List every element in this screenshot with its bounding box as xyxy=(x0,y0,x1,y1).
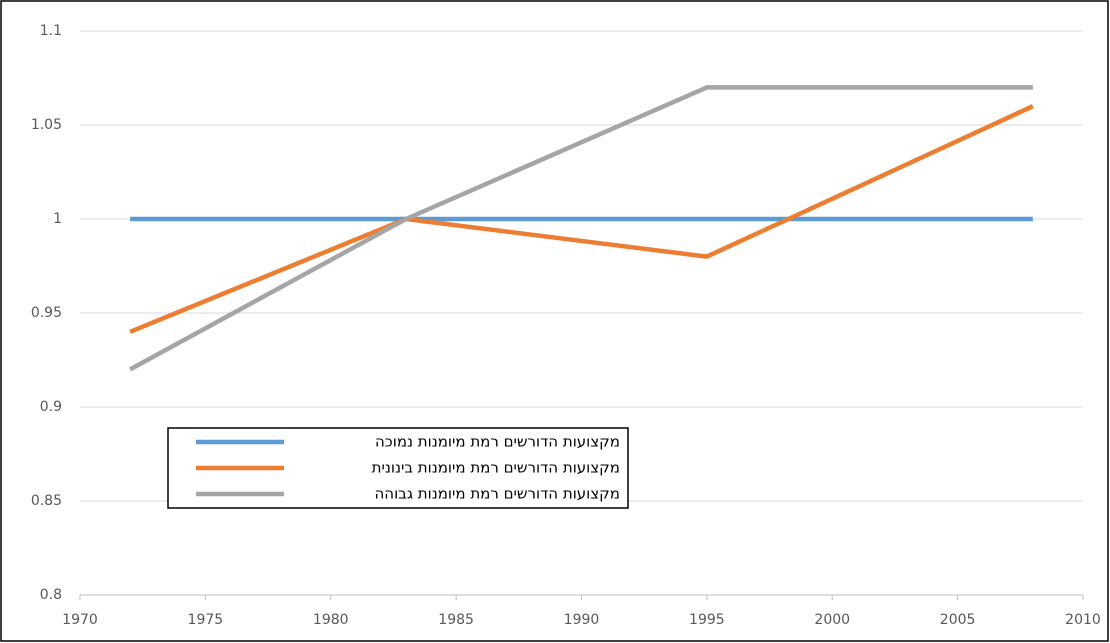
y-tick-label: 1 xyxy=(53,211,62,227)
x-tick-label: 1985 xyxy=(438,612,474,628)
legend-label: מקצועות הדורשים רמת מיומנות בינונית xyxy=(372,459,620,477)
y-tick-label: 1.05 xyxy=(31,117,62,133)
series-line xyxy=(129,85,1033,372)
y-tick-label: 0.9 xyxy=(40,399,62,415)
x-tick-label: 1970 xyxy=(62,612,98,628)
series-line xyxy=(129,104,1034,334)
x-tick-label: 1980 xyxy=(313,612,349,628)
legend-label: מקצועות הדורשים רמת מיומנות גבוהה xyxy=(374,485,620,503)
y-tick-label: 0.8 xyxy=(40,587,62,603)
x-tick-label: 1995 xyxy=(689,612,725,628)
x-tick-label: 2005 xyxy=(940,612,976,628)
x-tick-label: 2010 xyxy=(1065,612,1101,628)
x-tick-label: 1975 xyxy=(188,612,224,628)
y-tick-label: 0.95 xyxy=(31,305,62,321)
x-tick-label: 1990 xyxy=(564,612,600,628)
x-tick-label: 2000 xyxy=(814,612,850,628)
y-tick-label: 1.1 xyxy=(40,23,62,39)
legend-label: מקצועות הדורשים רמת מיומנות נמוכה xyxy=(375,433,620,451)
y-tick-label: 0.85 xyxy=(31,493,62,509)
